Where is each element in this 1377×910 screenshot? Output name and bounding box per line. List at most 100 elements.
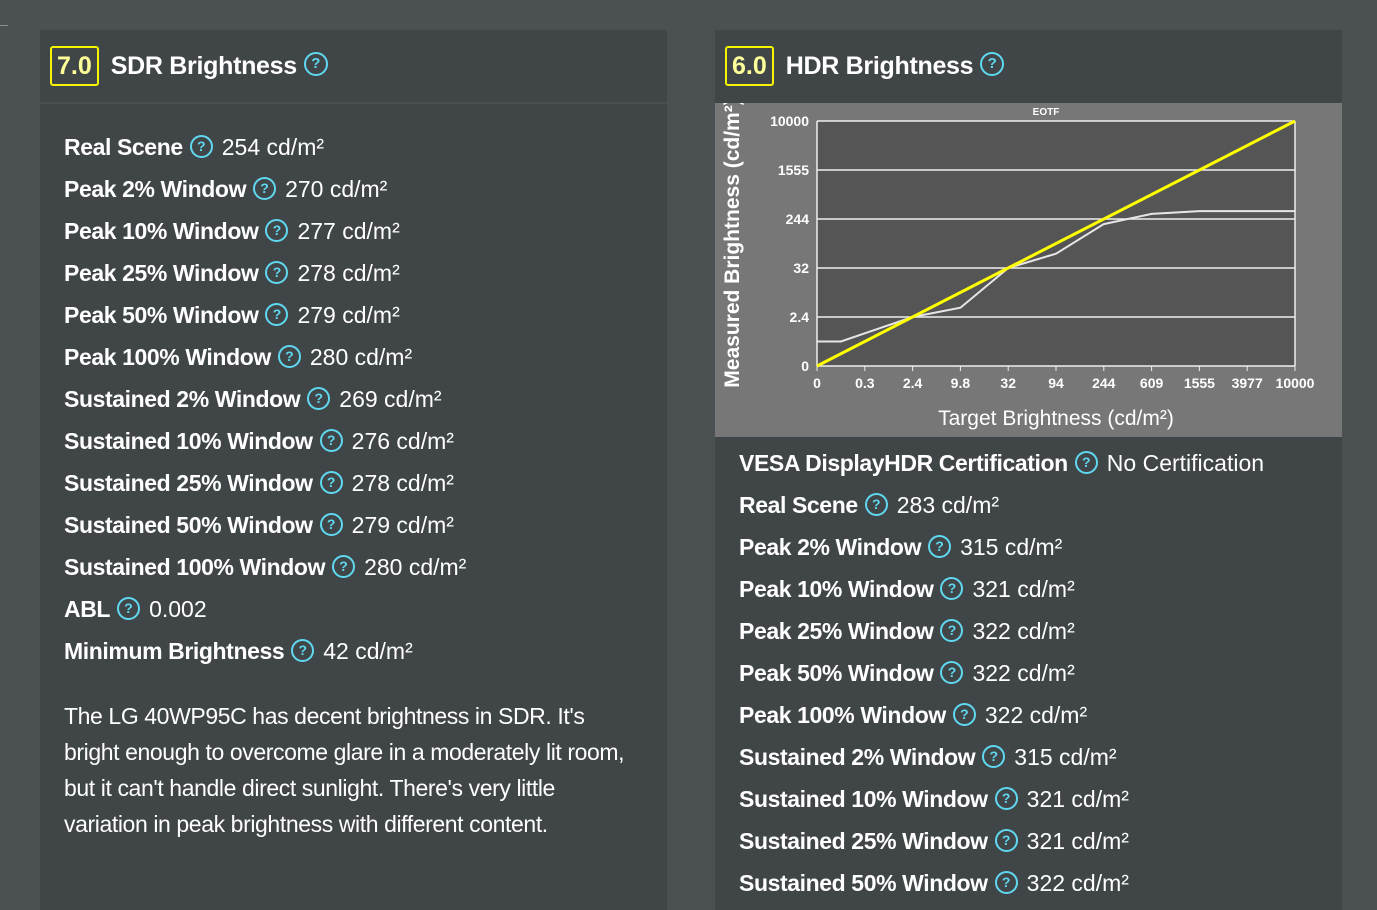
x-tick-label: 9.8 — [951, 375, 971, 391]
x-tick-label: 32 — [1000, 375, 1016, 391]
question-circle-icon[interactable]: ? — [307, 387, 330, 410]
question-circle-icon[interactable]: ? — [320, 471, 343, 494]
metric-row: Sustained 10% Window? 321 cd/m² — [739, 778, 1264, 820]
metric-label: Sustained 10% Window — [739, 786, 988, 812]
question-circle-icon[interactable]: ? — [117, 597, 140, 620]
metric-row: Minimum Brightness? 42 cd/m² — [64, 630, 667, 672]
question-circle-icon[interactable]: ? — [995, 787, 1018, 810]
question-circle-icon[interactable]: ? — [320, 513, 343, 536]
sdr-brightness-panel: 7.0 SDR Brightness ? Real Scene?254 cd/m… — [40, 30, 667, 910]
question-circle-icon[interactable]: ? — [865, 493, 888, 516]
x-tick-label: 609 — [1140, 375, 1164, 391]
question-circle-icon[interactable]: ? — [190, 135, 213, 158]
question-circle-icon[interactable]: ? — [291, 639, 314, 662]
metric-value: 315 cd/m² — [960, 534, 1062, 560]
metric-label: Peak 100% Window — [64, 344, 271, 370]
question-circle-icon[interactable]: ? — [265, 303, 288, 326]
metric-value: 322 cd/m² — [972, 660, 1074, 686]
metric-row: Real Scene? 254 cd/m² — [64, 126, 667, 168]
metric-row: Peak 10% Window? 321 cd/m² — [739, 568, 1264, 610]
eotf-chart: EOTF Target Brightness (cd/m²) Measured … — [715, 103, 1342, 437]
metric-value: 277 cd/m² — [297, 218, 399, 244]
x-tick-label: 244 — [1092, 375, 1116, 391]
y-tick-label: 10000 — [770, 113, 809, 129]
question-circle-icon[interactable]: ? — [332, 555, 355, 578]
metric-row: ABL? 0.002 — [64, 588, 667, 630]
x-tick-label: 3977 — [1232, 375, 1263, 391]
y-tick-label: 32 — [793, 260, 809, 276]
metric-value: 321 cd/m² — [1027, 786, 1129, 812]
metric-row: Peak 50% Window?322 cd/m² — [739, 652, 1264, 694]
metric-label: Peak 100% Window — [739, 702, 946, 728]
question-circle-icon[interactable]: ? — [940, 619, 963, 642]
metric-label: Sustained 2% Window — [64, 386, 300, 412]
metric-label: Minimum Brightness — [64, 638, 284, 664]
hdr-header: 6.0 HDR Brightness ? — [715, 30, 1342, 102]
question-circle-icon[interactable]: ? — [953, 703, 976, 726]
metric-label: Peak 50% Window — [64, 302, 258, 328]
y-tick-label: 1555 — [778, 162, 809, 178]
sdr-score-badge: 7.0 — [50, 46, 99, 86]
metric-value: 0.002 — [149, 596, 207, 622]
y-tick-label: 2.4 — [790, 309, 810, 325]
question-circle-icon[interactable]: ? — [928, 535, 951, 558]
metric-value: 254 cd/m² — [222, 134, 324, 160]
metric-row: Peak 25% Window?278 cd/m² — [64, 252, 667, 294]
x-tick-label: 0.3 — [855, 375, 875, 391]
metric-label: Sustained 50% Window — [739, 870, 988, 896]
sdr-description: The LG 40WP95C has decent brightness in … — [40, 672, 667, 842]
metric-row: Sustained 2% Window?315 cd/m² — [739, 736, 1264, 778]
metric-value: 322 cd/m² — [1027, 870, 1129, 896]
metric-value: 321 cd/m² — [1027, 828, 1129, 854]
metric-row: Sustained 50% Window?279 cd/m² — [64, 504, 667, 546]
question-circle-icon[interactable]: ? — [940, 577, 963, 600]
divider — [0, 25, 8, 26]
metric-label: Peak 2% Window — [64, 176, 246, 202]
x-tick-label: 94 — [1048, 375, 1064, 391]
metric-value: 321 cd/m² — [972, 576, 1074, 602]
metric-label: Peak 10% Window — [739, 576, 933, 602]
metric-row: Peak 100% Window?322 cd/m² — [739, 694, 1264, 736]
metric-value: No Certification — [1107, 450, 1264, 476]
question-circle-icon[interactable]: ? — [980, 52, 1004, 76]
y-axis-label: Measured Brightness (cd/m²) — [721, 103, 744, 388]
metric-row: Sustained 25% Window?278 cd/m² — [64, 462, 667, 504]
hdr-rows: VESA DisplayHDR Certification? No Certifi… — [715, 442, 1264, 904]
question-circle-icon[interactable]: ? — [265, 261, 288, 284]
metric-row: Peak 2% Window?270 cd/m² — [64, 168, 667, 210]
metric-value: 322 cd/m² — [972, 618, 1074, 644]
x-tick-label: 0 — [813, 375, 821, 391]
metric-label: Sustained 10% Window — [64, 428, 313, 454]
x-tick-label: 1555 — [1184, 375, 1215, 391]
question-circle-icon[interactable]: ? — [304, 52, 328, 76]
metric-label: ABL — [64, 596, 110, 622]
metric-row: Peak 100% Window? 280 cd/m² — [64, 336, 667, 378]
metric-row: Peak 25% Window?322 cd/m² — [739, 610, 1264, 652]
question-circle-icon[interactable]: ? — [995, 829, 1018, 852]
metric-label: Real Scene — [64, 134, 183, 160]
metric-row: Sustained 10% Window? 276 cd/m² — [64, 420, 667, 462]
question-circle-icon[interactable]: ? — [278, 345, 301, 368]
hdr-brightness-panel: 6.0 HDR Brightness ? EOTF Target Brightn… — [715, 30, 1342, 910]
metric-label: Sustained 50% Window — [64, 512, 313, 538]
metric-value: 42 cd/m² — [323, 638, 412, 664]
metric-value: 280 cd/m² — [310, 344, 412, 370]
metric-value: 276 cd/m² — [352, 428, 454, 454]
question-circle-icon[interactable]: ? — [253, 177, 276, 200]
metric-label: Real Scene — [739, 492, 858, 518]
question-circle-icon[interactable]: ? — [320, 429, 343, 452]
question-circle-icon[interactable]: ? — [995, 871, 1018, 894]
metric-label: Sustained 25% Window — [64, 470, 313, 496]
metric-value: 278 cd/m² — [297, 260, 399, 286]
metric-value: 315 cd/m² — [1014, 744, 1116, 770]
question-circle-icon[interactable]: ? — [1075, 451, 1098, 474]
y-tick-label: 0 — [801, 358, 809, 374]
metric-label: Sustained 100% Window — [64, 554, 325, 580]
metric-value: 279 cd/m² — [297, 302, 399, 328]
question-circle-icon[interactable]: ? — [940, 661, 963, 684]
metric-row: Peak 10% Window? 277 cd/m² — [64, 210, 667, 252]
metric-label: Peak 10% Window — [64, 218, 258, 244]
metric-label: VESA DisplayHDR Certification — [739, 450, 1068, 476]
question-circle-icon[interactable]: ? — [982, 745, 1005, 768]
question-circle-icon[interactable]: ? — [265, 219, 288, 242]
